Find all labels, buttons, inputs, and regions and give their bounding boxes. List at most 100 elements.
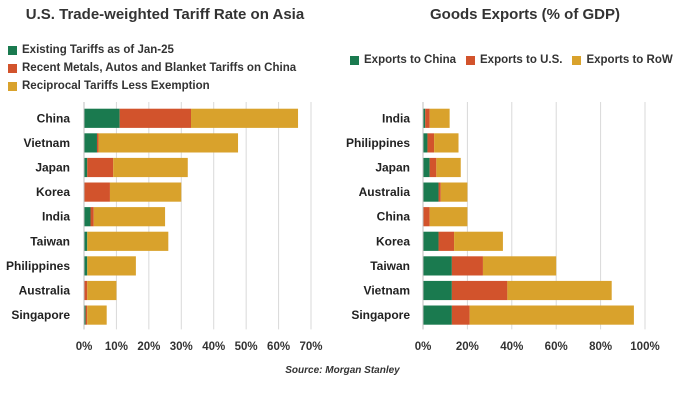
- category-label: China: [377, 210, 411, 224]
- bar-segment: [84, 207, 91, 227]
- legend-item-recent-tariffs: Recent Metals, Autos and Blanket Tariffs…: [8, 59, 296, 77]
- legend-label: Exports to RoW: [586, 54, 673, 66]
- bar-segment: [85, 305, 88, 325]
- x-tick-label: 10%: [105, 341, 128, 353]
- bar-segment: [84, 133, 97, 153]
- bar-segment: [423, 231, 439, 251]
- bar-segment: [429, 108, 450, 128]
- x-tick-label: 0%: [76, 341, 93, 353]
- right-chart-title: Goods Exports (% of GDP): [429, 6, 620, 23]
- category-label: Japan: [35, 161, 70, 175]
- x-tick-label: 100%: [630, 341, 659, 353]
- category-label: Singapore: [351, 308, 410, 322]
- legend-swatch: [8, 63, 17, 73]
- bar-segment: [438, 231, 455, 251]
- x-tick-label: 70%: [299, 341, 322, 353]
- x-tick-label: 40%: [500, 341, 523, 353]
- bar-segment: [87, 157, 114, 178]
- bar-segment: [423, 182, 439, 202]
- bar-segment: [423, 157, 430, 178]
- bar-segment: [191, 108, 299, 128]
- legend-swatch: [8, 45, 17, 55]
- bar-segment: [87, 305, 107, 325]
- category-label: Vietnam: [24, 136, 70, 150]
- bar-segment: [84, 157, 88, 178]
- bar-segment: [84, 305, 86, 325]
- bar-segment: [451, 256, 483, 276]
- bar-segment: [423, 305, 452, 325]
- legend-swatch: [8, 81, 17, 91]
- legend-item-exports-row: Exports to RoW: [572, 51, 673, 69]
- legend-item-exports-china: Exports to China: [350, 51, 456, 69]
- bar-segment: [425, 108, 430, 128]
- bar-segment: [440, 182, 468, 202]
- bar-segment: [454, 231, 503, 251]
- bar-segment: [93, 207, 166, 227]
- source-note: Source: Morgan Stanley: [285, 365, 400, 376]
- legend-item-reciprocal-tariffs: Reciprocal Tariffs Less Exemption: [8, 77, 296, 95]
- bar-segment: [84, 182, 110, 202]
- bar-segment: [438, 182, 441, 202]
- bar-segment: [451, 280, 508, 301]
- bar-segment: [119, 108, 192, 128]
- left-chart-title: U.S. Trade-weighted Tariff Rate on Asia: [25, 6, 305, 23]
- legend-swatch: [350, 55, 359, 65]
- bar-segment: [451, 305, 470, 325]
- category-label: Korea: [36, 185, 70, 199]
- x-tick-label: 20%: [137, 341, 160, 353]
- bar-segment: [109, 182, 182, 202]
- category-label: Korea: [376, 234, 410, 248]
- category-label: Philippines: [346, 136, 410, 150]
- legend-label: Recent Metals, Autos and Blanket Tariffs…: [22, 62, 297, 74]
- category-label: Taiwan: [30, 234, 70, 248]
- category-label: Australia: [19, 284, 71, 298]
- category-label: Vietnam: [364, 284, 410, 298]
- bar-segment: [429, 157, 437, 178]
- legend-label: Existing Tariffs as of Jan-25: [22, 44, 174, 56]
- legend-label: Exports to U.S.: [480, 54, 563, 66]
- bar-segment: [84, 280, 88, 301]
- legend-label: Reciprocal Tariffs Less Exemption: [22, 80, 210, 92]
- category-label: Philippines: [6, 259, 70, 273]
- x-tick-label: 60%: [267, 341, 290, 353]
- bar-segment: [84, 231, 88, 251]
- left-chart-legend: Existing Tariffs as of Jan-25 Recent Met…: [8, 41, 296, 95]
- bar-segment: [436, 157, 461, 178]
- legend-swatch: [572, 55, 582, 65]
- bar-segment: [507, 280, 612, 301]
- legend-item-exports-us: Exports to U.S.: [466, 51, 562, 69]
- category-label: China: [37, 111, 71, 125]
- legend-item-existing-tariffs: Existing Tariffs as of Jan-25: [8, 41, 296, 59]
- category-label: Singapore: [11, 308, 70, 322]
- bar-segment: [469, 305, 634, 325]
- bar-segment: [87, 231, 169, 251]
- legend-label: Exports to China: [364, 54, 457, 66]
- category-label: Japan: [375, 161, 410, 175]
- right-chart-legend: Exports to China Exports to U.S. Exports…: [350, 51, 673, 69]
- bar-segment: [87, 280, 117, 301]
- bar-segment: [482, 256, 557, 276]
- bar-segment: [98, 133, 239, 153]
- bar-segment: [84, 256, 88, 276]
- bar-segment: [84, 108, 120, 128]
- x-tick-label: 0%: [415, 341, 432, 353]
- bar-segment: [429, 207, 468, 227]
- category-label: India: [382, 111, 410, 125]
- bar-segment: [113, 157, 188, 178]
- bar-segment: [423, 280, 452, 301]
- bar-segment: [423, 256, 452, 276]
- legend-swatch: [466, 55, 476, 65]
- bar-segment: [423, 133, 428, 153]
- category-label: Australia: [359, 185, 411, 199]
- bar-segment: [96, 133, 99, 153]
- bar-segment: [423, 207, 430, 227]
- x-tick-label: 60%: [545, 341, 568, 353]
- x-tick-label: 20%: [456, 341, 479, 353]
- bar-segment: [87, 256, 136, 276]
- x-tick-label: 30%: [170, 341, 193, 353]
- x-tick-label: 50%: [235, 341, 258, 353]
- category-label: Taiwan: [370, 259, 410, 273]
- category-label: India: [42, 210, 70, 224]
- bar-segment: [90, 207, 94, 227]
